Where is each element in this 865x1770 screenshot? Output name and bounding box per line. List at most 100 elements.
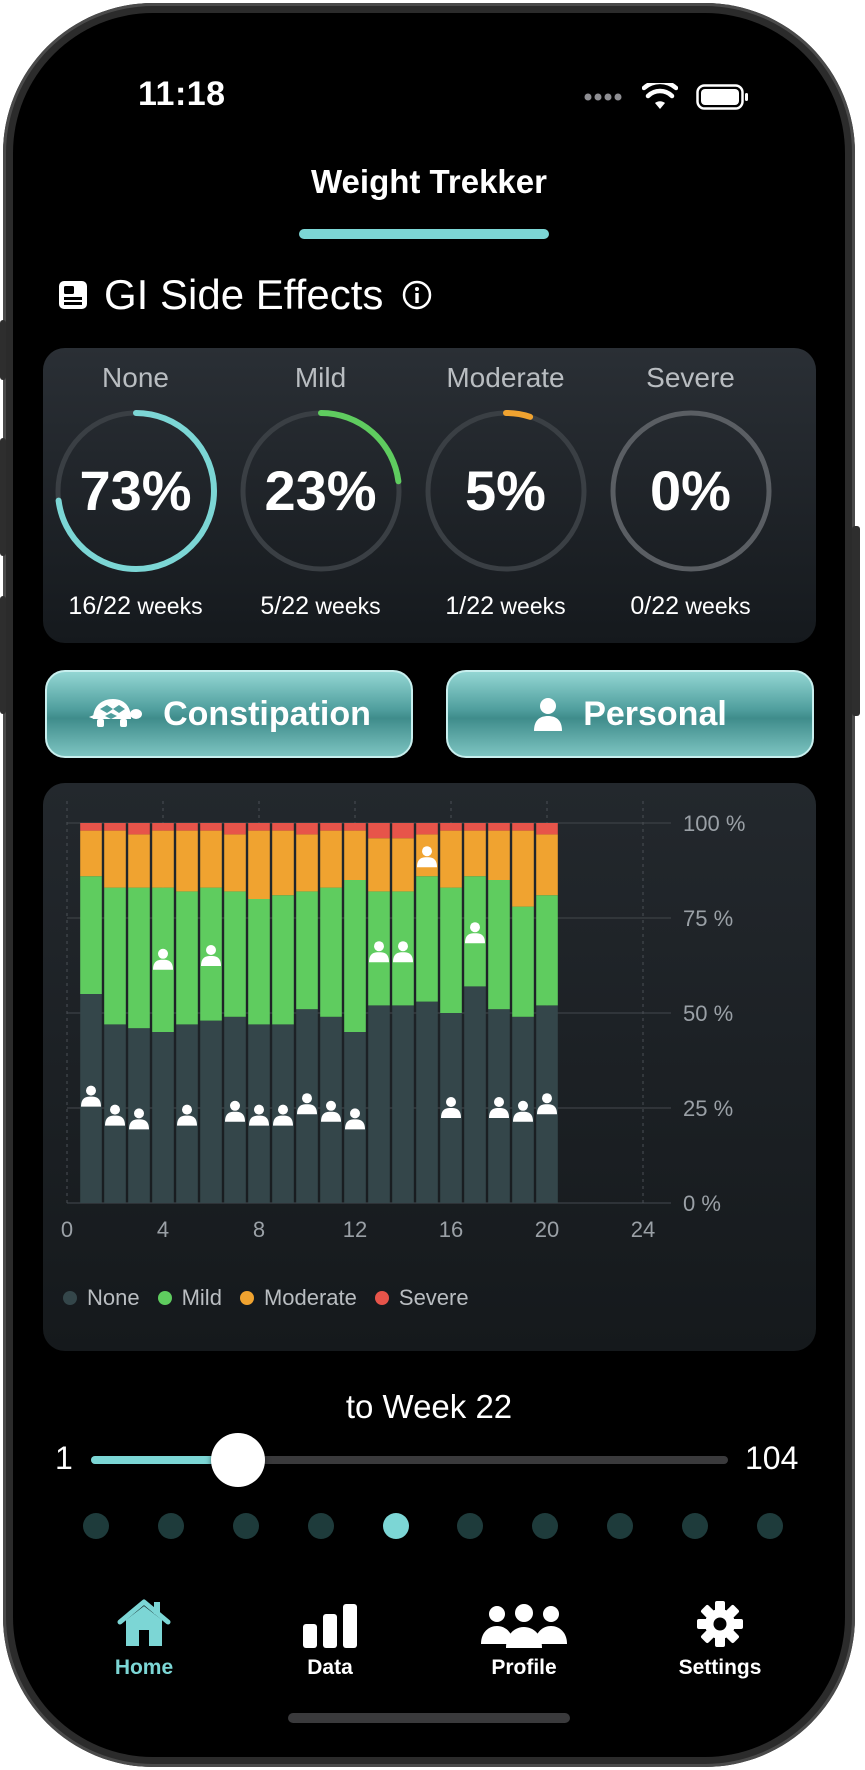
tab-data[interactable]: Data xyxy=(255,1588,405,1680)
tab-profile[interactable]: Profile xyxy=(449,1588,599,1680)
bar-segment-none xyxy=(200,1020,222,1203)
page-dot[interactable] xyxy=(756,1513,783,1539)
bar-segment-mild xyxy=(272,895,294,1025)
bar-segment-moderate xyxy=(464,830,486,877)
bar-segment-moderate xyxy=(152,830,174,888)
y-tick-label: 100 % xyxy=(683,811,745,836)
page-indicator[interactable] xyxy=(83,1513,783,1539)
person-marker-icon xyxy=(393,941,413,963)
bar-segment-mild xyxy=(488,880,510,1010)
y-tick-label: 75 % xyxy=(683,906,733,931)
page-dot[interactable] xyxy=(457,1513,484,1539)
summary-card: None 73% 16/22 weeks Mild 23% 5/22 weeks… xyxy=(43,348,816,643)
people-icon xyxy=(481,1604,567,1648)
summary-percent: 5% xyxy=(465,459,546,522)
bar-segment-moderate xyxy=(536,834,558,896)
bar-segment-moderate xyxy=(368,838,390,892)
page-dot[interactable] xyxy=(532,1513,559,1539)
page-dot[interactable] xyxy=(382,1513,409,1539)
bar-segment-moderate xyxy=(512,830,534,907)
person-marker-icon xyxy=(369,941,389,963)
person-marker-icon xyxy=(81,1085,101,1107)
bar-segment-mild xyxy=(224,891,246,1017)
tab-home[interactable]: Home xyxy=(69,1588,219,1680)
week-range-label: to Week 22 xyxy=(345,1388,513,1425)
summary-percent: 23% xyxy=(264,459,377,522)
person-marker-icon xyxy=(345,1108,365,1130)
tab-label: Settings xyxy=(678,1656,762,1679)
person-marker-icon xyxy=(273,1104,293,1126)
info-icon[interactable] xyxy=(401,279,433,311)
x-tick-label: 8 xyxy=(253,1217,265,1242)
summary-weeks: 16/22 weeks xyxy=(68,592,203,620)
power-button xyxy=(852,526,860,716)
section-title: GI Side Effects xyxy=(104,271,384,318)
constipation-button[interactable]: Constipation xyxy=(45,670,413,758)
slider-min-label: 1 xyxy=(55,1440,73,1476)
bar-segment-severe xyxy=(512,823,534,831)
person-marker-icon xyxy=(249,1104,269,1126)
person-icon xyxy=(534,698,563,731)
page-dot[interactable] xyxy=(607,1513,634,1539)
bar-segment-moderate xyxy=(128,834,150,888)
bar-segment-mild xyxy=(536,895,558,1006)
bar-segment-mild xyxy=(128,887,150,1029)
page-dot[interactable] xyxy=(682,1513,708,1539)
volume-down-button xyxy=(0,596,6,714)
bar-segment-severe xyxy=(344,823,366,831)
bar-segment-none xyxy=(416,1001,438,1203)
person-marker-icon xyxy=(153,948,173,970)
person-marker-icon xyxy=(105,1104,125,1126)
stacked-bar-chart: 0 % 25 % 50 % 75 % 100 % 0 4 8 12 16 20 24 xyxy=(61,801,745,1242)
person-marker-icon xyxy=(225,1100,245,1122)
bar-segment-moderate xyxy=(392,838,414,892)
tab-settings[interactable]: Settings xyxy=(645,1588,795,1680)
progress-ring: 5% xyxy=(421,406,591,576)
bar-segment-mild xyxy=(176,891,198,1025)
bar-chart-icon xyxy=(303,1604,357,1648)
bar-segment-severe xyxy=(464,823,486,831)
legend-dot xyxy=(239,1291,254,1305)
bar-segment-moderate xyxy=(224,834,246,892)
home-indicator[interactable] xyxy=(288,1713,570,1723)
slider-thumb[interactable] xyxy=(210,1433,265,1487)
bar-segment-mild xyxy=(296,891,318,1010)
bar-segment-mild xyxy=(152,887,174,1032)
report-icon xyxy=(59,281,87,309)
bar-segment-mild xyxy=(320,887,342,1017)
legend-item-severe: Severe xyxy=(374,1285,469,1311)
bar-segment-none xyxy=(464,986,486,1203)
person-marker-icon xyxy=(513,1100,533,1122)
bar-segment-severe xyxy=(440,823,462,831)
bar-segment-none xyxy=(536,1005,558,1203)
page-dot[interactable] xyxy=(307,1513,334,1539)
summary-weeks: 5/22 weeks xyxy=(260,592,381,620)
app-title: Weight Trekker xyxy=(311,163,547,200)
tab-label: Data xyxy=(307,1656,353,1679)
tab-label: Home xyxy=(114,1656,174,1679)
status-time: 11:18 xyxy=(138,75,226,113)
legend-item-none: None xyxy=(63,1285,140,1311)
chart-legend: None Mild Moderate Severe xyxy=(63,1285,469,1311)
person-marker-icon xyxy=(489,1097,509,1118)
summary-weeks: 1/22 weeks xyxy=(445,592,566,620)
x-tick-label: 12 xyxy=(343,1217,367,1242)
week-slider[interactable] xyxy=(91,1433,728,1487)
page-dot[interactable] xyxy=(83,1513,109,1539)
legend-dot xyxy=(157,1291,172,1305)
page-dot[interactable] xyxy=(232,1513,259,1539)
chart-card: 0 % 25 % 50 % 75 % 100 % 0 4 8 12 16 20 24 None Mil… xyxy=(43,783,816,1351)
person-marker-icon xyxy=(417,846,437,868)
legend-dot xyxy=(374,1291,389,1305)
summary-none: None 73% 16/22 weeks xyxy=(43,348,228,621)
bar-segment-severe xyxy=(392,823,414,839)
bar-segment-mild xyxy=(440,887,462,1013)
person-marker-icon xyxy=(321,1100,341,1122)
tab-label: Profile xyxy=(491,1656,557,1679)
bar-segment-severe xyxy=(80,823,102,831)
legend-item-moderate: Moderate xyxy=(239,1285,357,1311)
bar-segment-severe xyxy=(128,823,150,835)
personal-button[interactable]: Personal xyxy=(446,670,814,758)
person-marker-icon xyxy=(465,922,485,944)
page-dot[interactable] xyxy=(157,1513,184,1539)
